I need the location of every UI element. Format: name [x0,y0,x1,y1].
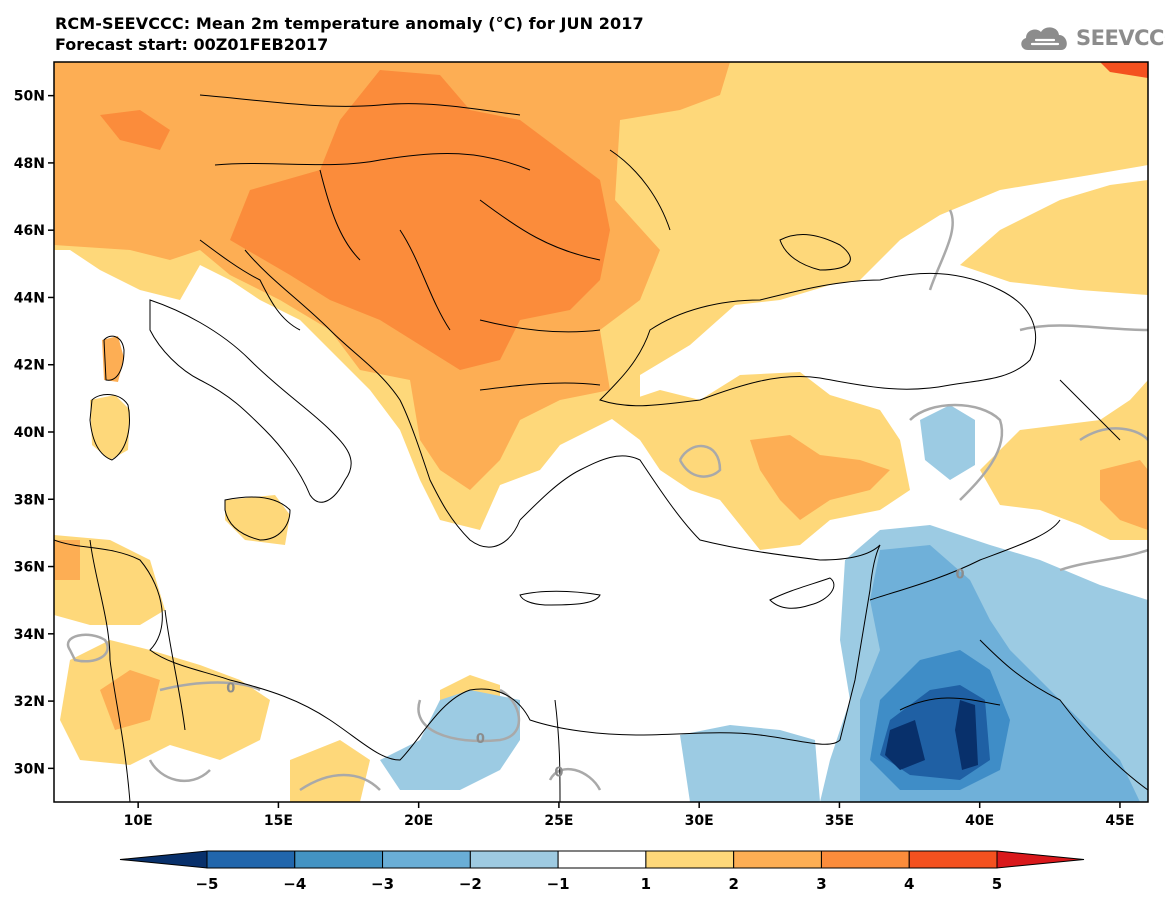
anomaly-area-libya-core [100,670,160,730]
colorbar-label: −2 [459,875,482,893]
logo-text: SEEVCCC [1076,26,1165,50]
lat-tick-label: 48N [14,156,45,172]
lat-tick-label: 38N [14,492,45,508]
colorbar-box [294,850,384,869]
anomaly-area-corsica [102,336,124,382]
lon-tick-label: 30E [685,813,714,829]
lat-tick-label: 42N [14,358,45,374]
contour-label: 0 [476,732,485,747]
lat-tick-label: 46N [14,223,45,239]
anomaly-area-4-5 [1100,62,1148,78]
latitude-axis: 30N 32N 34N 36N 38N 40N 42N 44N 46N 48N 50N [14,89,54,777]
lon-tick-label: 15E [264,813,293,829]
map-title: RCM-SEEVCCC: Mean 2m temperature anomaly… [55,14,644,33]
colorbar-label: −5 [195,875,218,893]
colorbar-box [382,850,471,869]
anomaly-area-sardinia [90,395,130,460]
colorbar-label: −4 [283,875,306,893]
anomaly-area-steppe [960,180,1148,295]
anomaly-area-anatolia-core [750,435,890,520]
anomaly-area-cold-egypt [680,725,820,802]
colorbar-box [733,850,822,869]
lat-tick-label: 50N [14,89,45,105]
colorbar-label: −3 [371,875,394,893]
zero-contours [66,209,1148,792]
lon-tick-label: 20E [404,813,433,829]
lat-tick-label: 32N [14,694,45,710]
longitude-axis: 10E 15E 20E 25E 30E 35E 40E 45E [124,802,1134,829]
colorbar-label: 5 [992,875,1002,893]
colorbar-label: −1 [547,875,570,893]
cloud-icon [1021,27,1067,50]
colorbar-box [820,850,910,869]
colorbar: −5 −4 −3 −2 −1 1 2 3 4 5 [119,850,1085,893]
lat-tick-label: 40N [14,425,45,441]
lon-tick-label: 35E [825,813,854,829]
anomaly-area-cold-5 [885,700,978,770]
colorbar-label: 3 [816,875,826,893]
lat-tick-label: 36N [14,560,45,576]
anomaly-area-algeria [54,540,80,580]
colorbar-box [469,850,559,869]
coastlines [54,94,1148,802]
colorbar-arrow-low [119,850,208,869]
contour-label: 0 [956,567,965,582]
colorbar-box [645,850,735,869]
contour-label: 0 [554,766,563,781]
anomaly-field [54,62,1148,802]
contour-labels: 0 0 0 0 [226,567,964,780]
lon-tick-label: 40E [965,813,994,829]
anomaly-area-tunisia [54,535,165,625]
lat-tick-label: 30N [14,761,45,777]
colorbar-label: 4 [904,875,914,893]
anomaly-area-east-core [1100,460,1148,530]
colorbar-box [908,850,998,869]
colorbar-arrow-high [996,850,1085,869]
anomaly-area-3-4-west [100,110,170,150]
contour-label: 0 [226,682,235,697]
colorbar-label: 2 [728,875,738,893]
anomaly-area-cold-libya [380,690,520,790]
forecast-start: Forecast start: 00Z01FEB2017 [55,35,329,54]
anomaly-area-south-libya [290,740,370,802]
anomaly-area-3-4 [230,70,610,370]
colorbar-box [206,850,296,869]
lat-tick-label: 44N [14,290,45,306]
colorbar-label: 1 [641,875,651,893]
lon-tick-label: 45E [1105,813,1134,829]
lon-tick-label: 10E [124,813,153,829]
anomaly-area-cold-anatolia [920,405,975,480]
lat-tick-label: 34N [14,627,45,643]
anomaly-area-anatolia [600,372,910,550]
lon-tick-label: 25E [544,813,573,829]
anomaly-area-libya-west [60,640,270,765]
colorbar-box [557,850,647,869]
seevccc-logo: SEEVCCC [1018,22,1165,54]
